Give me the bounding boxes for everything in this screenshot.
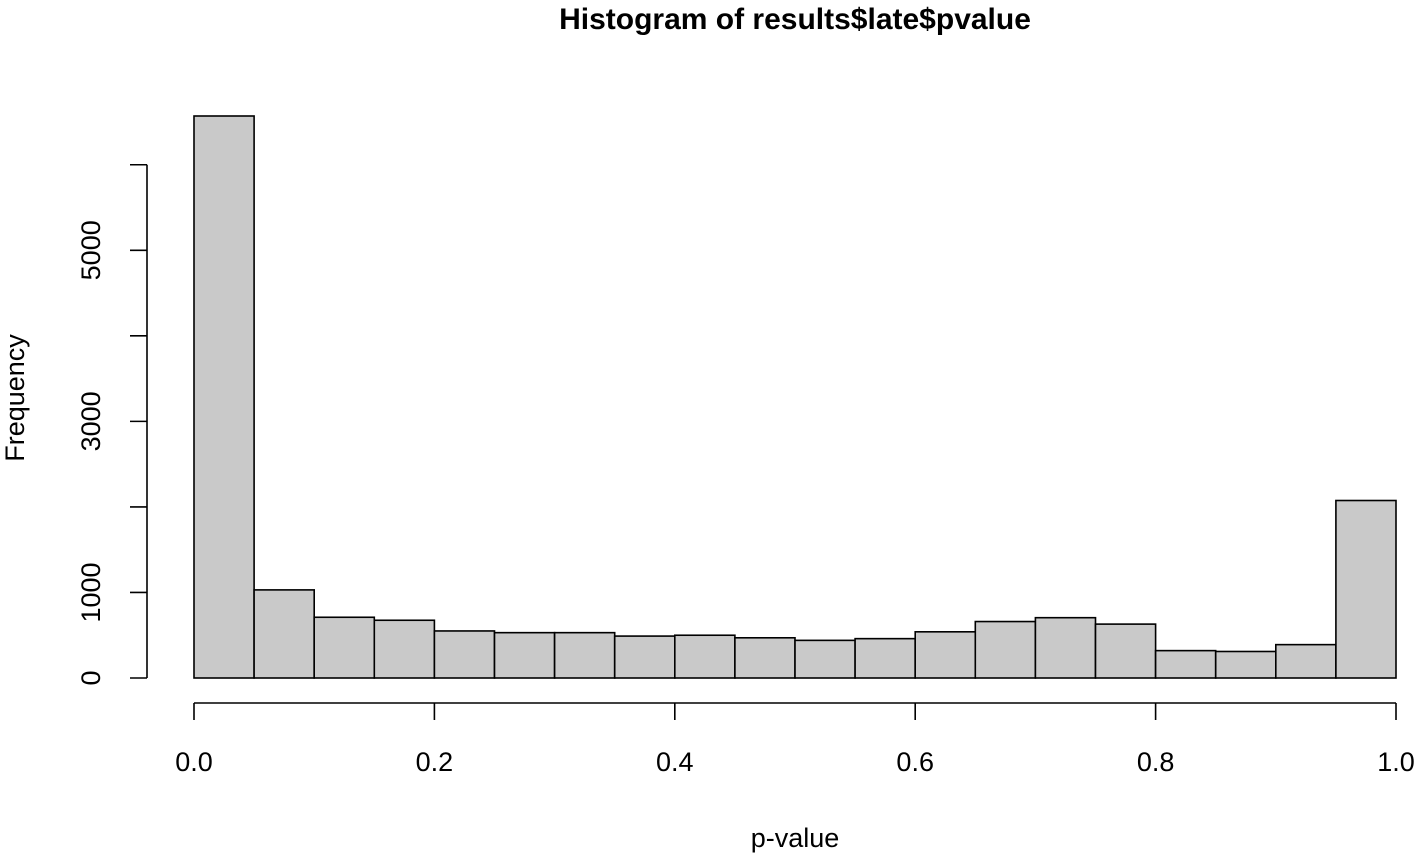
histogram-bar xyxy=(1094,623,1157,679)
histogram-bar xyxy=(673,634,736,679)
x-tick-label: 0.8 xyxy=(1137,747,1175,777)
histogram-bar xyxy=(1154,649,1217,679)
histogram-bar xyxy=(493,631,556,679)
x-tick-label: 0.6 xyxy=(896,747,934,777)
histogram-bar xyxy=(914,631,977,679)
histogram-bar xyxy=(734,636,796,679)
x-tick-label: 1.0 xyxy=(1377,747,1415,777)
histogram-bar xyxy=(854,637,916,679)
histogram-bar xyxy=(1034,616,1097,679)
histogram-bar xyxy=(253,589,316,679)
histogram-bar xyxy=(193,115,255,679)
histogram-bar xyxy=(613,635,676,679)
histogram-bar xyxy=(1275,643,1337,679)
histogram-bar xyxy=(433,630,496,679)
x-tick-label: 0.2 xyxy=(416,747,454,777)
x-tick-label: 0.0 xyxy=(175,747,213,777)
y-axis: 0 1000 3000 5000 xyxy=(76,163,148,686)
y-axis-label: Frequency xyxy=(0,334,30,462)
histogram-bar xyxy=(373,619,436,679)
histogram-bar xyxy=(974,620,1037,679)
x-axis-label: p-value xyxy=(751,823,840,853)
x-tick-label: 0.4 xyxy=(656,747,694,777)
histogram-bar xyxy=(1335,499,1397,679)
histogram-bars xyxy=(193,115,1397,679)
histogram-bar xyxy=(794,639,856,679)
y-tick-label: 0 xyxy=(76,670,106,685)
x-axis: 0.0 0.2 0.4 0.6 0.8 1.0 xyxy=(175,702,1415,777)
histogram-bar xyxy=(553,631,616,679)
histogram-bar xyxy=(313,616,376,679)
y-tick-label: 5000 xyxy=(76,220,106,280)
y-tick-label: 1000 xyxy=(76,562,106,622)
y-tick-label: 3000 xyxy=(76,391,106,451)
histogram-bar xyxy=(1214,650,1277,679)
chart-title: Histogram of results$late$pvalue xyxy=(559,3,1031,36)
